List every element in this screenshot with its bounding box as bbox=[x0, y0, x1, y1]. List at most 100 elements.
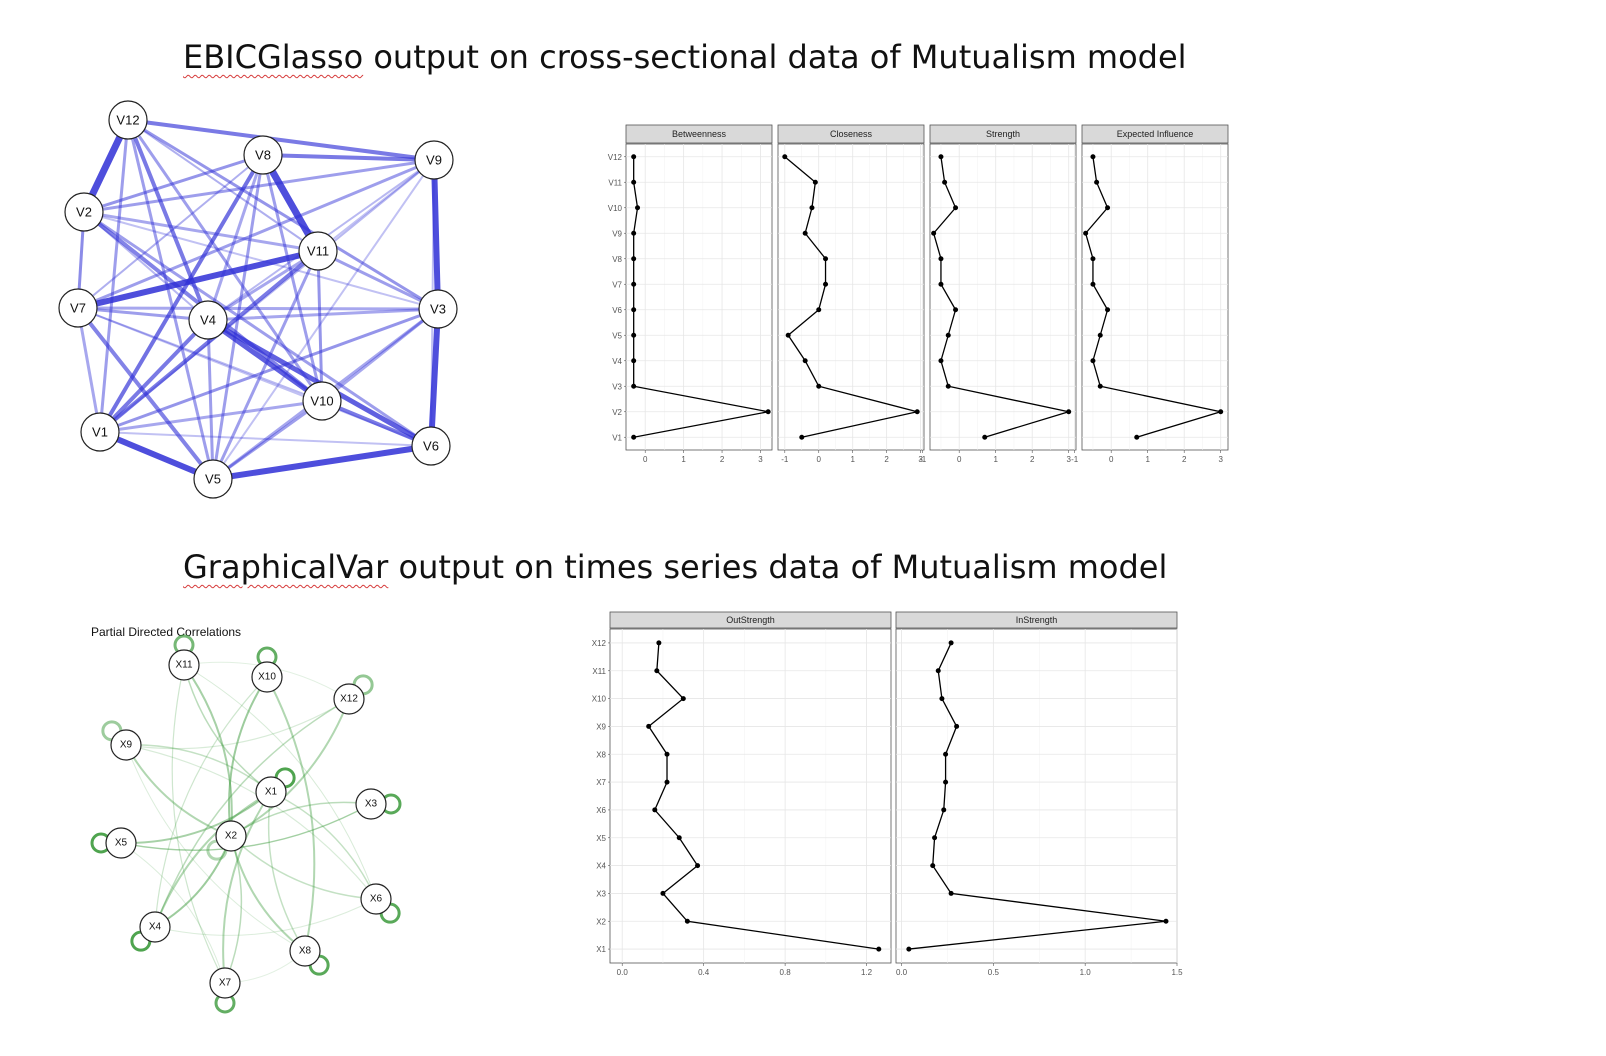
glasso-network: V12 V8 V9 V2 V11 V7 V4 V3 V10 V1 V6 V5 bbox=[58, 100, 458, 499]
var-node-X9: X9 bbox=[110, 729, 142, 761]
var-edge-X6-X2 bbox=[230, 835, 377, 900]
facet-panel-outstrength: OutStrength 0.0 0.4 0.8 1.2 bbox=[609, 611, 892, 977]
facet-plot-area bbox=[777, 143, 925, 451]
data-point-V2 bbox=[914, 409, 920, 415]
glasso-edge-V12-V3 bbox=[126, 118, 440, 311]
x-tick-label: 2 bbox=[720, 455, 725, 464]
y-tick-label: X7 bbox=[596, 778, 606, 787]
data-point-V2 bbox=[765, 409, 771, 415]
data-point-X3 bbox=[948, 890, 954, 896]
data-point-V8 bbox=[1090, 256, 1096, 262]
x-tick-label: 0.0 bbox=[617, 968, 629, 977]
var-node-X1: X1 bbox=[255, 776, 287, 808]
y-tick-label: X11 bbox=[592, 667, 606, 676]
data-point-V7 bbox=[1090, 281, 1096, 287]
x-tick-label: 0 bbox=[643, 455, 648, 464]
data-point-V6 bbox=[1105, 307, 1111, 313]
data-point-V7 bbox=[823, 281, 829, 287]
y-tick-label: X8 bbox=[596, 750, 606, 759]
series-line-closeness bbox=[784, 156, 918, 438]
var-node-X8: X8 bbox=[289, 935, 321, 967]
data-point-X8 bbox=[943, 751, 949, 757]
facet-plot-area bbox=[609, 628, 892, 964]
facet-strip bbox=[625, 124, 773, 144]
var-node-label: X12 bbox=[340, 694, 358, 705]
glasso-node-label: V7 bbox=[70, 301, 86, 316]
glasso-edge-V11-V10 bbox=[316, 249, 324, 403]
var-edge-X12-X2 bbox=[230, 698, 350, 837]
data-point-V12 bbox=[1090, 154, 1096, 160]
var-edge-X1-X7 bbox=[222, 791, 272, 984]
data-point-V5 bbox=[1097, 332, 1103, 338]
glasso-edge-V8-V10 bbox=[261, 153, 324, 403]
x-tick-label: -1 bbox=[1071, 455, 1079, 464]
var-node-label: X1 bbox=[265, 787, 278, 798]
glasso-edge-V8-V7 bbox=[77, 154, 264, 309]
data-point-V11 bbox=[631, 179, 637, 185]
data-point-V6 bbox=[953, 307, 959, 313]
var-node-X12: X12 bbox=[333, 683, 365, 715]
x-tick-label: 0 bbox=[957, 455, 962, 464]
facet-strip-label: Strength bbox=[986, 129, 1020, 139]
data-point-V6 bbox=[631, 307, 637, 313]
x-tick-label: 2 bbox=[884, 455, 889, 464]
data-point-V5 bbox=[785, 332, 791, 338]
y-tick-label: X4 bbox=[596, 862, 606, 871]
data-point-X10 bbox=[680, 696, 686, 702]
series-line-strength bbox=[932, 156, 1069, 438]
x-tick-label: 1 bbox=[681, 455, 686, 464]
facet-strip bbox=[929, 124, 1077, 144]
glasso-edge-V2-V4 bbox=[83, 211, 209, 321]
glasso-edge-V3-V6 bbox=[428, 306, 441, 449]
x-tick-label: 0 bbox=[817, 455, 822, 464]
var-edge-X6-X1 bbox=[270, 791, 377, 900]
var-node-label: X11 bbox=[175, 660, 192, 671]
data-point-X6 bbox=[652, 807, 658, 813]
glasso-edge-V7-V4 bbox=[76, 306, 210, 322]
data-point-V10 bbox=[809, 205, 815, 211]
facet-strip bbox=[777, 124, 925, 144]
title-top-underlined: EBICGlasso bbox=[183, 38, 364, 76]
data-point-X1 bbox=[906, 946, 912, 952]
var-edge-X11-X7 bbox=[171, 664, 226, 984]
glasso-edge-V1-V5 bbox=[97, 429, 216, 482]
glasso-node-V4: V4 bbox=[188, 300, 228, 340]
glasso-node-V9: V9 bbox=[414, 140, 454, 180]
x-tick-label: 1.0 bbox=[1080, 968, 1092, 977]
var-node-label: X7 bbox=[219, 978, 232, 989]
glasso-node-V5: V5 bbox=[193, 459, 233, 499]
y-tick-label: V9 bbox=[612, 229, 622, 238]
glasso-edge-V9-V11 bbox=[317, 159, 435, 252]
var-edge-X9-X8 bbox=[125, 744, 306, 952]
x-tick-label: 2 bbox=[1182, 455, 1187, 464]
var-edge-X5-X3 bbox=[120, 803, 372, 851]
glasso-edge-V2-V3 bbox=[83, 211, 439, 310]
data-point-X9 bbox=[954, 723, 960, 729]
data-point-V3 bbox=[816, 383, 822, 389]
glasso-node-V3: V3 bbox=[418, 289, 458, 329]
x-tick-label: 0.5 bbox=[988, 968, 1000, 977]
glasso-node-V2: V2 bbox=[64, 192, 104, 232]
data-point-V2 bbox=[1066, 409, 1072, 415]
var-node-X10: X10 bbox=[251, 661, 283, 693]
data-point-V1 bbox=[1134, 434, 1140, 440]
facet-strip bbox=[895, 611, 1178, 629]
x-tick-label: 2 bbox=[1030, 455, 1035, 464]
var-edge-X4-X6 bbox=[154, 898, 377, 936]
facet-strip bbox=[1081, 124, 1229, 144]
var-edges bbox=[120, 661, 377, 984]
data-point-V10 bbox=[635, 205, 641, 211]
var-node-X7: X7 bbox=[209, 967, 241, 999]
x-tick-label: 0.0 bbox=[896, 968, 908, 977]
facet-strip-label: Closeness bbox=[830, 129, 873, 139]
y-tick-label: X2 bbox=[596, 917, 606, 926]
x-tick-label: 0.8 bbox=[780, 968, 792, 977]
facet-strip-label: InStrength bbox=[1016, 615, 1058, 625]
data-point-X6 bbox=[941, 807, 947, 813]
data-point-X7 bbox=[664, 779, 670, 785]
glasso-edge-V12-V10 bbox=[126, 118, 324, 403]
x-tick-label: 3 bbox=[1066, 455, 1071, 464]
data-point-X8 bbox=[664, 751, 670, 757]
glasso-edge-V9-V7 bbox=[76, 158, 436, 310]
glasso-node-label: V4 bbox=[200, 313, 216, 328]
